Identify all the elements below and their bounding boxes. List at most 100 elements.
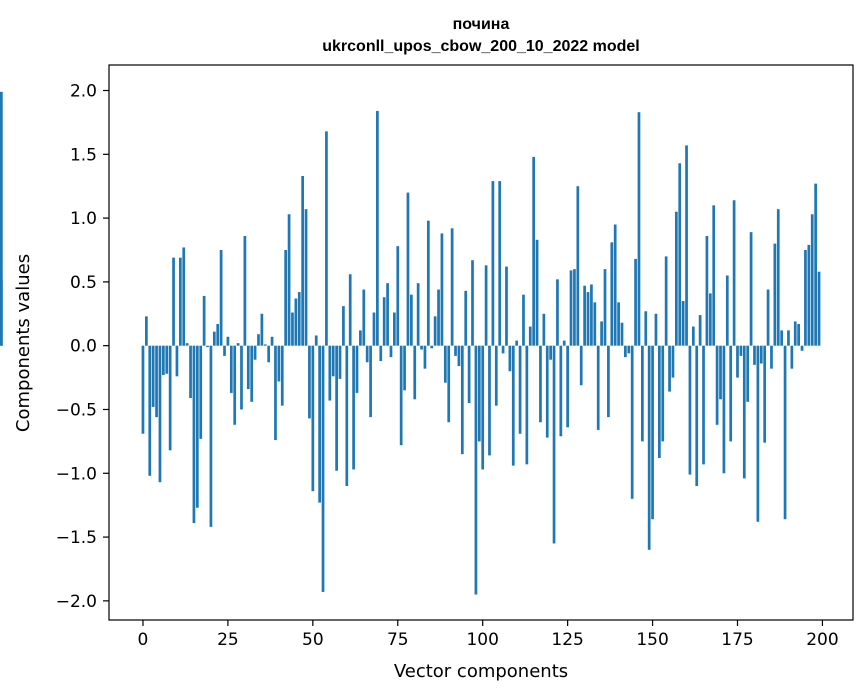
bar: [535, 239, 539, 346]
bar: [335, 345, 338, 471]
bar: [148, 345, 152, 476]
bar: [185, 343, 189, 346]
bar: [579, 345, 583, 386]
bar: [314, 335, 318, 346]
bar: [654, 313, 658, 346]
bar: [787, 330, 790, 346]
y-tick-label: −1.5: [56, 528, 97, 548]
bar: [199, 345, 203, 439]
bar: [345, 345, 349, 487]
bar: [766, 289, 770, 346]
bar: [182, 247, 186, 346]
bar: [671, 345, 675, 378]
bars-group: [0, 91, 821, 595]
bar: [216, 324, 220, 346]
bar: [464, 290, 468, 346]
bar: [736, 345, 739, 378]
bar: [328, 345, 332, 401]
bar: [481, 345, 485, 470]
bar: [651, 345, 654, 520]
bar: [511, 345, 515, 466]
x-tick-label: 50: [302, 630, 324, 650]
bar: [223, 345, 226, 356]
bar: [525, 345, 529, 465]
bar: [600, 321, 603, 346]
bar: [267, 345, 271, 363]
bar: [454, 345, 457, 356]
bar: [246, 345, 250, 390]
x-tick-label: 150: [636, 630, 668, 650]
bar: [0, 91, 3, 346]
bar: [627, 345, 631, 354]
bar: [175, 345, 179, 377]
x-tick-label: 25: [217, 630, 239, 650]
bar: [338, 345, 342, 379]
bar: [362, 289, 366, 346]
bar: [321, 345, 325, 592]
y-tick-label: 1.0: [70, 209, 97, 229]
bar: [291, 312, 294, 346]
bar: [746, 345, 750, 402]
bar: [389, 345, 393, 358]
x-tick-label: 200: [806, 630, 838, 650]
bar: [318, 345, 321, 503]
bar: [437, 289, 440, 346]
bar: [739, 345, 743, 356]
bar: [158, 345, 162, 483]
bar: [729, 345, 733, 442]
bar: [749, 232, 753, 346]
bar: [226, 336, 230, 346]
bar: [325, 131, 328, 346]
bar: [359, 330, 362, 346]
bar: [484, 265, 488, 346]
bar: [691, 326, 695, 346]
bar: [814, 183, 817, 346]
bar: [430, 345, 434, 349]
bar: [753, 345, 756, 365]
bar: [168, 345, 172, 451]
bar: [637, 112, 641, 346]
bar: [501, 345, 505, 354]
bar: [641, 345, 644, 442]
bar: [556, 279, 559, 346]
bar: [141, 345, 145, 434]
bar: [508, 345, 512, 372]
bar: [644, 311, 648, 346]
bar: [399, 345, 403, 446]
bar: [287, 214, 291, 346]
x-axis-label: Vector components: [394, 661, 568, 682]
bar: [474, 345, 478, 595]
bar: [233, 345, 237, 425]
bar: [590, 284, 593, 346]
bar: [539, 345, 542, 423]
bar: [617, 302, 620, 346]
bar: [280, 345, 284, 406]
chart-subtitle: ukrconll_upos_cbow_200_10_2022 model: [322, 38, 639, 55]
y-tick-label: −2.0: [56, 592, 97, 612]
bar: [212, 331, 216, 346]
bar: [742, 345, 746, 479]
bar: [277, 345, 281, 382]
bar: [376, 110, 379, 346]
bar: [722, 345, 726, 474]
bar: [243, 235, 247, 346]
bar: [352, 345, 355, 470]
bar: [270, 336, 274, 346]
bar: [162, 345, 165, 376]
bar: [715, 345, 719, 425]
bar: [763, 345, 767, 443]
bar: [664, 256, 668, 346]
bar: [494, 345, 498, 406]
y-tick-label: 2.0: [70, 82, 97, 102]
bar: [396, 246, 400, 346]
bar: [532, 156, 536, 346]
bar: [678, 163, 682, 346]
y-tick-label: 0.0: [70, 337, 97, 357]
bar: [202, 295, 206, 346]
x-tick-label: 175: [721, 630, 753, 650]
bar: [240, 345, 243, 410]
bar: [420, 345, 423, 350]
bar: [569, 270, 573, 346]
y-tick-label: −0.5: [56, 400, 97, 420]
bar: [342, 306, 345, 346]
